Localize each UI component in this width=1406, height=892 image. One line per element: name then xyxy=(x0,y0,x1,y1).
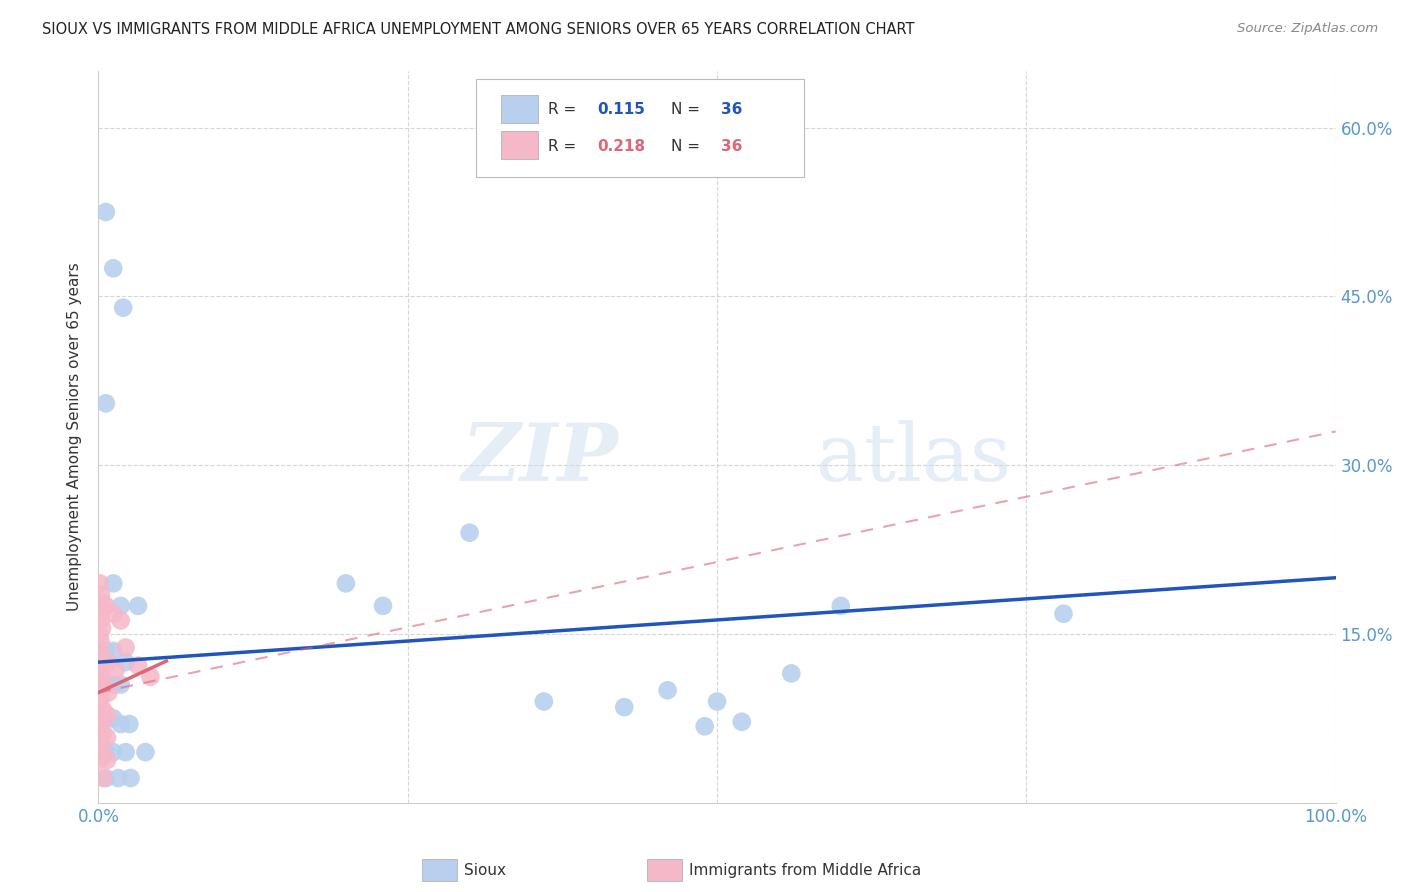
Text: Immigrants from Middle Africa: Immigrants from Middle Africa xyxy=(689,863,921,878)
Point xyxy=(90,588,112,602)
Point xyxy=(90,652,112,666)
Text: ZIP: ZIP xyxy=(461,420,619,498)
Point xyxy=(89,607,111,621)
Point xyxy=(91,595,114,609)
Point xyxy=(94,599,117,613)
Bar xyxy=(501,95,537,122)
Point xyxy=(89,629,111,643)
Point xyxy=(103,678,125,692)
Point xyxy=(371,599,394,613)
Point xyxy=(104,663,127,677)
Point xyxy=(94,745,117,759)
Text: R =: R = xyxy=(547,103,576,118)
Point xyxy=(103,745,125,759)
Point xyxy=(94,644,117,658)
Text: 0.218: 0.218 xyxy=(598,139,645,154)
Point xyxy=(94,396,117,410)
Point xyxy=(96,708,118,723)
Point xyxy=(93,748,115,763)
Point xyxy=(103,261,125,276)
Text: R =: R = xyxy=(547,139,576,154)
Point xyxy=(114,745,136,759)
Point xyxy=(103,607,125,621)
Text: SIOUX VS IMMIGRANTS FROM MIDDLE AFRICA UNEMPLOYMENT AMONG SENIORS OVER 65 YEARS : SIOUX VS IMMIGRANTS FROM MIDDLE AFRICA U… xyxy=(42,22,915,37)
Point xyxy=(97,685,120,699)
Point xyxy=(90,614,112,628)
Point xyxy=(118,717,141,731)
Point xyxy=(114,655,136,669)
Point xyxy=(90,670,112,684)
Point xyxy=(89,647,111,661)
FancyBboxPatch shape xyxy=(475,78,804,178)
Point xyxy=(89,576,111,591)
Point xyxy=(731,714,754,729)
Y-axis label: Unemployment Among Seniors over 65 years: Unemployment Among Seniors over 65 years xyxy=(67,263,83,611)
Point xyxy=(97,655,120,669)
Text: Sioux: Sioux xyxy=(464,863,506,878)
Point xyxy=(103,644,125,658)
Point xyxy=(89,731,111,745)
Point xyxy=(103,711,125,725)
Point xyxy=(90,692,112,706)
Point xyxy=(94,678,117,692)
Point xyxy=(96,753,118,767)
Point xyxy=(93,771,115,785)
Point xyxy=(93,704,115,718)
Point xyxy=(693,719,716,733)
Point xyxy=(110,717,132,731)
Point xyxy=(134,745,156,759)
Point xyxy=(120,771,142,785)
Text: 36: 36 xyxy=(721,103,742,118)
Point xyxy=(139,670,162,684)
Point xyxy=(89,753,111,767)
Point xyxy=(830,599,852,613)
Point xyxy=(1052,607,1074,621)
Point xyxy=(93,678,115,692)
Point xyxy=(94,771,117,785)
Point xyxy=(127,658,149,673)
Point xyxy=(89,663,111,677)
Text: N =: N = xyxy=(671,139,700,154)
Point xyxy=(107,771,129,785)
Point xyxy=(94,205,117,219)
Text: N =: N = xyxy=(671,103,700,118)
Point xyxy=(533,694,555,708)
Point xyxy=(114,640,136,655)
Point xyxy=(706,694,728,708)
Point xyxy=(94,711,117,725)
Point xyxy=(458,525,481,540)
Point xyxy=(335,576,357,591)
Text: atlas: atlas xyxy=(815,420,1011,498)
Point xyxy=(103,576,125,591)
Point xyxy=(90,636,112,650)
Point xyxy=(89,708,111,723)
Point xyxy=(90,737,112,751)
Point xyxy=(613,700,636,714)
Point xyxy=(112,301,135,315)
Point xyxy=(127,599,149,613)
Point xyxy=(657,683,679,698)
Text: 0.115: 0.115 xyxy=(598,103,645,118)
Text: Source: ZipAtlas.com: Source: ZipAtlas.com xyxy=(1237,22,1378,36)
Point xyxy=(89,685,111,699)
Point xyxy=(90,714,112,729)
Point xyxy=(93,726,115,740)
Point xyxy=(780,666,803,681)
Text: 36: 36 xyxy=(721,139,742,154)
Point xyxy=(91,621,114,635)
Point xyxy=(110,599,132,613)
Bar xyxy=(501,131,537,159)
Point xyxy=(110,614,132,628)
Point xyxy=(110,678,132,692)
Point xyxy=(96,731,118,745)
